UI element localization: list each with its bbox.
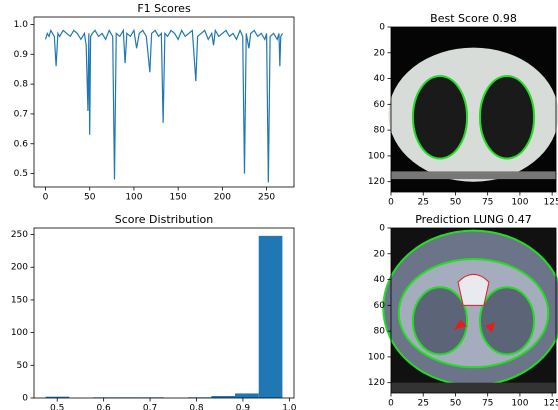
subplot-title: Score Distribution [115,213,214,226]
y-tick-label: 100 [11,328,28,338]
x-tick-label: 1.0 [282,404,297,410]
y-tick-label: 20 [374,48,386,58]
y-tick-label: 120 [368,378,385,388]
hist-bar [45,396,70,398]
y-tick-label: 0 [22,394,28,404]
f1-line [44,28,284,183]
ct-lung [478,286,536,356]
y-tick-label: 0.9 [14,50,29,60]
y-tick-label: 1.0 [14,20,29,30]
x-tick-label: 0 [388,399,394,409]
y-tick-label: 40 [374,275,386,285]
y-tick-label: 200 [11,263,28,273]
x-tick-label: 0.9 [236,404,251,410]
y-tick-label: 100 [368,151,385,161]
x-tick-label: 100 [511,198,528,208]
x-tick-label: 250 [258,193,275,203]
ct-lung [411,286,469,356]
axes-frame [390,26,557,193]
ct-heart [457,273,490,306]
y-tick-label: 60 [374,100,386,110]
subplot-title: Best Score 0.98 [430,12,517,25]
y-tick-label: 40 [374,74,386,84]
x-tick-label: 50 [450,198,462,208]
x-tick-label: 0.8 [189,404,204,410]
y-tick-label: 80 [374,327,386,337]
y-tick-label: 0 [379,224,385,234]
subplot: Prediction LUNG 0.47 0 25 50 75 100 125 0 20 40 60… [368,213,558,409]
ct-table [391,382,556,393]
y-tick-label: 120 [368,177,385,187]
hist-bar [235,393,259,398]
y-tick-label: 50 [17,361,29,371]
x-tick-label: 0.7 [143,404,157,410]
hist-bar [211,396,236,398]
ct-prediction [453,319,496,333]
x-tick-label: 75 [482,198,493,208]
x-tick-label: 0 [43,193,49,203]
y-tick-label: 0.8 [14,80,29,90]
y-tick-label: 60 [374,301,386,311]
y-tick-label: 20 [374,249,386,259]
x-tick-label: 200 [214,193,231,203]
y-tick-label: 0 [379,23,385,33]
axes-frame [33,227,295,399]
x-tick-label: 100 [125,193,142,203]
x-tick-label: 25 [418,399,429,409]
subplot-title: F1 Scores [137,2,191,15]
y-tick-label: 0.6 [14,139,29,149]
y-tick-label: 0.7 [14,109,28,119]
x-tick-label: 0 [388,198,394,208]
subplot: Best Score 0.98 0 25 50 75 100 125 0 20 40 60 80 100… [368,12,558,208]
y-tick-label: 80 [374,126,386,136]
y-tick-label: 150 [11,295,28,305]
y-tick-label: 250 [11,230,28,240]
ct-lung [411,74,469,160]
x-tick-label: 50 [450,399,462,409]
subplot: Score Distribution 0.5 0.6 0.7 0.8 0.9 1.0 0 50 1… [11,213,297,410]
axes-frame [390,227,557,394]
x-tick-label: 125 [544,198,558,208]
ct-lung [478,74,536,160]
subplot-title: Prediction LUNG 0.47 [415,213,532,226]
axes-frame [33,16,295,188]
x-tick-label: 0.6 [96,404,111,410]
x-tick-label: 125 [544,399,558,409]
y-tick-label: 100 [368,352,385,362]
ct-table [391,171,556,180]
x-tick-label: 75 [482,399,493,409]
hist-bar [258,235,283,398]
x-tick-label: 100 [511,399,528,409]
x-tick-label: 150 [170,193,187,203]
x-tick-label: 0.5 [50,404,64,410]
x-tick-label: 50 [84,193,96,203]
x-tick-label: 25 [418,198,429,208]
subplot: F1 Scores 0 50 100 150 200 250 0.5 0.6 0.7 0.8 0.9 1… [14,2,295,203]
y-tick-label: 0.5 [14,169,28,179]
